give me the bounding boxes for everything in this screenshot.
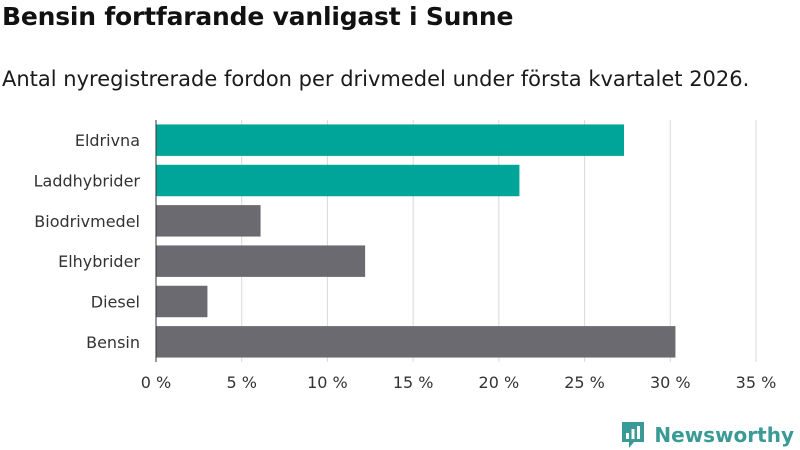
x-tick-label: 25 %	[564, 373, 605, 392]
category-label: Laddhybrider	[34, 172, 141, 191]
newsworthy-logo-icon	[622, 422, 645, 448]
x-tick-label: 0 %	[141, 373, 171, 392]
bar-laddhybrider	[156, 164, 520, 197]
bar-diesel	[156, 285, 208, 318]
category-label: Elhybrider	[58, 252, 140, 271]
bar-biodrivmedel	[156, 205, 261, 237]
brand-name: Newsworthy	[654, 423, 794, 447]
chart-subtitle: Antal nyregistrerade fordon per drivmede…	[2, 67, 750, 91]
x-tick-label: 20 %	[479, 373, 520, 392]
brand-logo: Newsworthy	[620, 420, 794, 450]
bar-chart: 0 % 5 % 10 % 15 % 20 % 25 % 30 % 35 % Eldrivna La…	[34, 120, 777, 392]
x-tick-label: 15 %	[393, 373, 434, 392]
x-tick-label: 35 %	[736, 373, 777, 392]
chart-title: Bensin fortfarande vanligast i Sunne	[2, 2, 514, 31]
category-label: Bensin	[86, 333, 140, 352]
bar-elhybrider	[156, 245, 366, 277]
bar-bensin	[156, 326, 676, 358]
x-tick-label: 30 %	[650, 373, 691, 392]
x-tick-label: 10 %	[307, 373, 348, 392]
x-tick-label: 5 %	[226, 373, 256, 392]
category-label: Biodrivmedel	[34, 212, 140, 231]
category-label: Diesel	[91, 293, 140, 312]
category-label: Eldrivna	[75, 131, 140, 150]
bar-eldrivna	[156, 124, 624, 156]
